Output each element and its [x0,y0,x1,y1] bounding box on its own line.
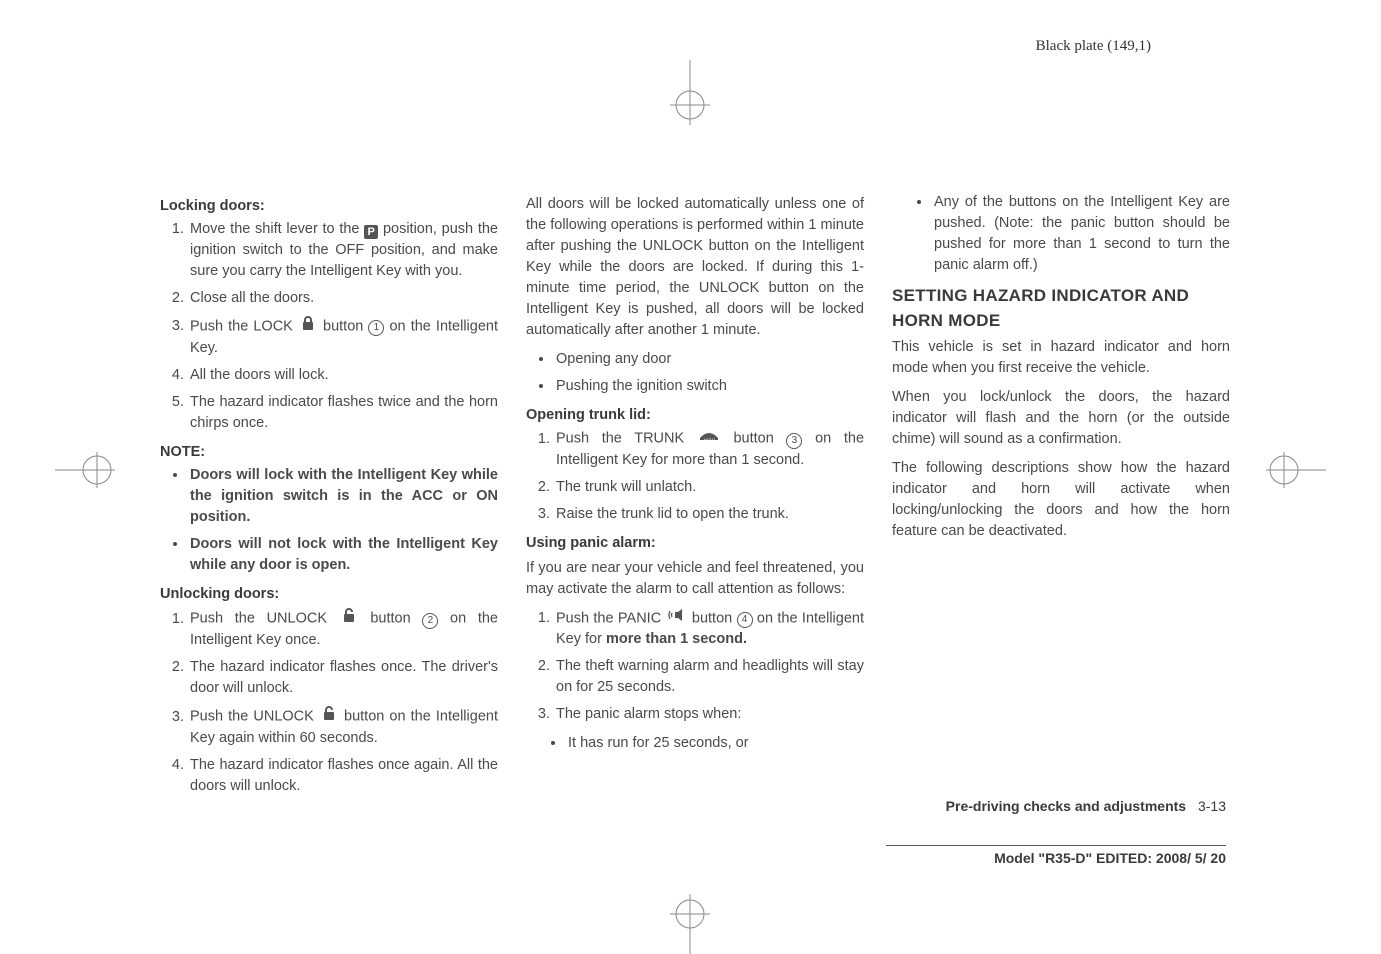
unlocking-step-3: Push the UNLOCK button on the Intelligen… [188,705,498,749]
col3-bullet: Any of the buttons on the Intelligent Ke… [892,192,1230,276]
trunk-steps: Push the TRUNK HOLD button 3 on the Inte… [526,428,864,524]
hazard-p2: When you lock/unlock the doors, the haza… [892,387,1230,450]
crop-mark-top [650,60,730,130]
ref-circle-4: 4 [737,612,753,628]
crop-mark-right [1256,430,1326,510]
panic-icon [667,608,687,629]
relock-item-2: Pushing the ignition switch [554,376,864,397]
unlocking-step-2: The hazard indicator flashes once. The d… [188,657,498,699]
unlocking-step-4: The hazard indicator flashes once again.… [188,755,498,797]
panic-sub-1: It has run for 25 seconds, or [566,733,864,754]
locking-step-1: Move the shift lever to the P position, … [188,219,498,282]
svg-text:HOLD: HOLD [704,437,715,442]
panic-sublist: It has run for 25 seconds, or [526,733,864,754]
relock-intro: All doors will be locked automatically u… [526,194,864,341]
panic-steps: Push the PANIC button 4 on the Intellige… [526,608,864,725]
unlocking-steps: Push the UNLOCK button 2 on the Intellig… [160,607,498,797]
locking-step-5: The hazard indicator flashes twice and t… [188,392,498,434]
content-columns: Locking doors: Move the shift lever to t… [160,190,1230,805]
locking-doors-head: Locking doors: [160,196,498,217]
panic-step-1: Push the PANIC button 4 on the Intellige… [554,608,864,650]
panic-step-3: The panic alarm stops when: [554,704,864,725]
trunk-step-2: The trunk will unlatch. [554,477,864,498]
column-3: Any of the buttons on the Intelligent Ke… [892,190,1230,805]
locking-step-4: All the doors will lock. [188,365,498,386]
unlocking-step-1: Push the UNLOCK button 2 on the Intellig… [188,607,498,651]
unlock-icon [320,705,338,728]
plate-note: Black plate (149,1) [1036,38,1151,55]
footer-model-line: Model "R35-D" EDITED: 2008/ 5/ 20 [886,845,1226,866]
hazard-p1: This vehicle is set in hazard indicator … [892,337,1230,379]
hazard-mode-head: SETTING HAZARD INDICATOR AND HORN MODE [892,284,1230,333]
footer-section-label: Pre-driving checks and adjustments [946,798,1186,814]
ref-circle-2: 2 [422,613,438,629]
note-head: NOTE: [160,442,498,463]
ref-circle-3: 3 [786,433,802,449]
trunk-head: Opening trunk lid: [526,405,864,426]
locking-step-3: Push the LOCK button 1 on the Intelligen… [188,315,498,359]
ref-circle-1: 1 [368,320,384,336]
unlock-icon [340,607,358,630]
panic-intro: If you are near your vehicle and feel th… [526,558,864,600]
note-item-1: Doors will lock with the Intelligent Key… [188,465,498,528]
panic-head: Using panic alarm: [526,533,864,554]
col3-bullet-item: Any of the buttons on the Intelligent Ke… [932,192,1230,276]
lock-icon [299,315,317,338]
crop-mark-bottom [650,894,730,954]
p-position-icon: P [364,225,378,239]
footer-page-number: 3-13 [1198,798,1226,814]
hazard-p3: The following descriptions show how the … [892,458,1230,542]
unlocking-doors-head: Unlocking doors: [160,584,498,605]
trunk-icon: HOLD [698,428,720,449]
column-2: All doors will be locked automatically u… [526,190,864,805]
crop-mark-left [55,430,125,510]
locking-steps: Move the shift lever to the P position, … [160,219,498,434]
relock-list: Opening any door Pushing the ignition sw… [526,349,864,397]
locking-step-2: Close all the doors. [188,288,498,309]
trunk-step-1: Push the TRUNK HOLD button 3 on the Inte… [554,428,864,470]
footer-section: Pre-driving checks and adjustments 3-13 [946,798,1226,814]
note-list: Doors will lock with the Intelligent Key… [160,465,498,576]
note-item-2: Doors will not lock with the Intelligent… [188,534,498,576]
trunk-step-3: Raise the trunk lid to open the trunk. [554,504,864,525]
panic-step-2: The theft warning alarm and headlights w… [554,656,864,698]
column-1: Locking doors: Move the shift lever to t… [160,190,498,805]
relock-item-1: Opening any door [554,349,864,370]
